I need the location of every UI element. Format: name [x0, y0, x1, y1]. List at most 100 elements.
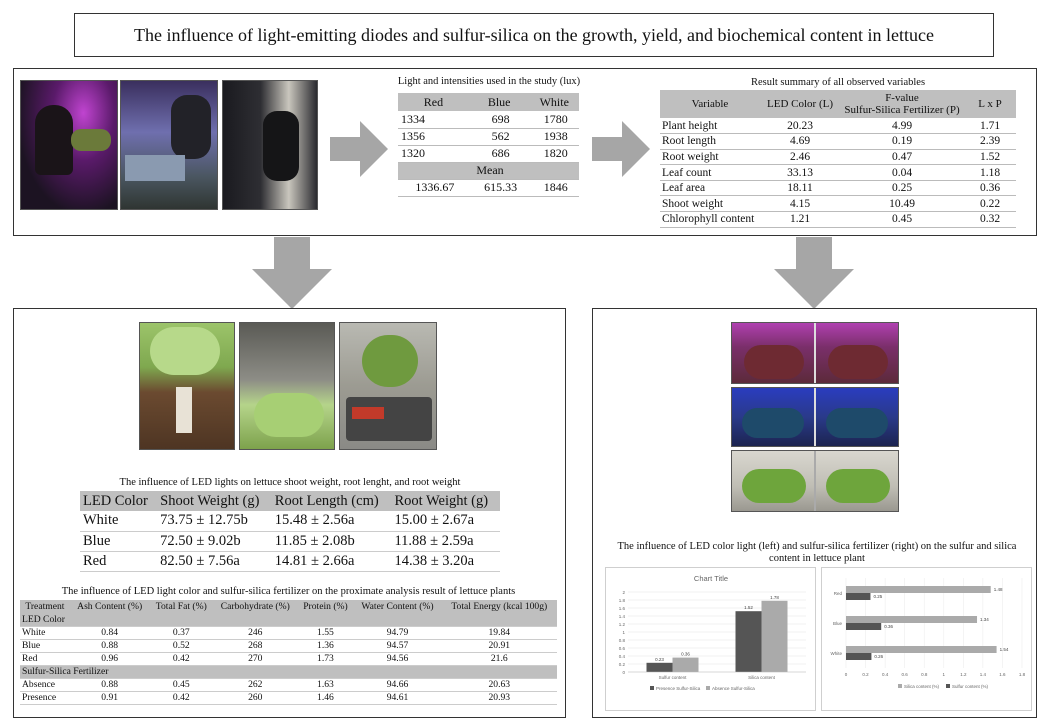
photo-lettuce-growth — [239, 322, 335, 450]
table-header: Total Fat (%) — [149, 600, 214, 613]
bar-sulfur — [846, 623, 882, 630]
proximate-table: Treatment Ash Content (%) Total Fat (%) Car… — [20, 600, 557, 705]
table-cell: 15.00 ± 2.67a — [391, 511, 500, 532]
photo-lettuce-weighing — [339, 322, 437, 450]
x-tick-label: 0.8 — [921, 672, 928, 677]
table-cell: 2.39 — [964, 133, 1016, 150]
table-cell: 20.93 — [441, 691, 557, 705]
table-cell: 1334 — [398, 111, 469, 129]
table-header: LED Color — [80, 491, 158, 511]
data-label: 0.36 — [884, 624, 893, 629]
table-cell: Red — [20, 652, 70, 666]
table-cell: 686 — [468, 145, 530, 163]
table-cell: Leaf area — [660, 180, 760, 197]
arrow-down-icon — [252, 237, 332, 309]
table-cell: 94.66 — [353, 678, 442, 692]
table-cell: Blue — [80, 531, 158, 552]
table-header: LED Color (L) — [760, 90, 840, 118]
table-cell: 1.21 — [760, 211, 840, 228]
table-header: Water Content (%) — [353, 600, 442, 613]
data-label: 1.78 — [770, 595, 779, 600]
photo-white-led-lettuce — [731, 450, 899, 512]
data-label: 1.48 — [994, 587, 1003, 592]
table-cell: 1.46 — [297, 691, 354, 705]
table-cell: 20.23 — [760, 118, 840, 135]
table-cell: 1.52 — [964, 149, 1016, 166]
arrow-right-icon — [330, 121, 388, 177]
table-cell: 268 — [213, 639, 298, 653]
y-tick-label: 2 — [622, 590, 625, 595]
table-cell: 94.61 — [353, 691, 442, 705]
table-header: Total Energy (kcal 100g) — [441, 600, 557, 613]
photo-white-led-setup — [222, 80, 318, 210]
table-cell: 33.13 — [760, 164, 840, 181]
table-cell: 0.04 — [840, 164, 964, 181]
table-cell: 20.91 — [441, 639, 557, 653]
table-cell: 4.69 — [760, 133, 840, 150]
table-cell: 0.45 — [840, 211, 964, 228]
table-cell: 0.42 — [149, 691, 214, 705]
table-cell: Shoot weight — [660, 195, 760, 213]
summary-table: Variable LED Color (L) F-value Sulfur-Si… — [660, 90, 1016, 228]
table-row: Plant height 20.23 4.99 1.71 — [660, 118, 1016, 135]
mean-label: Mean — [398, 162, 579, 180]
table-cell: 0.52 — [149, 639, 214, 653]
page-title: The influence of light-emitting diodes a… — [134, 24, 934, 45]
bar-sulfur — [846, 653, 872, 660]
table-header: Treatment — [20, 600, 70, 613]
legend-swatch — [946, 684, 950, 688]
x-tick-label: Sulfur content — [659, 675, 688, 680]
arrow-right-icon — [592, 121, 650, 177]
y-tick-label: 0.4 — [619, 654, 626, 659]
table-row: 1336.67 615.33 1846 — [398, 179, 579, 197]
x-tick-label: 0.2 — [862, 672, 869, 677]
group-label-led: LED Color — [20, 613, 557, 627]
table-cell: 0.42 — [149, 652, 214, 666]
table-cell: 260 — [213, 691, 298, 705]
table-header: Carbohydrate (%) — [213, 600, 298, 613]
proximate-table-caption: The influence of LED light color and sul… — [61, 586, 516, 597]
table-cell: 1.63 — [297, 678, 354, 692]
table-row: 1356 562 1938 — [398, 128, 579, 146]
x-tick-label: 0.4 — [882, 672, 889, 677]
data-label: 0.26 — [874, 654, 883, 659]
data-label: 0.23 — [655, 657, 664, 662]
x-tick-label: 0 — [845, 672, 848, 677]
table-cell: Red — [80, 551, 158, 572]
bar-absence — [761, 600, 788, 672]
photo-red-led-setup — [20, 80, 118, 210]
table-cell: 0.84 — [69, 626, 150, 640]
y-tick-label: 1.6 — [619, 606, 626, 611]
legend-label: Silica content (%) — [904, 684, 940, 689]
chart-title: Chart Title — [694, 574, 728, 583]
table-cell: 1.36 — [297, 639, 354, 653]
table-cell: 0.22 — [964, 195, 1016, 213]
table-row: Root weight 2.46 0.47 1.52 — [660, 149, 1016, 166]
table-cell: 21.6 — [441, 652, 557, 666]
legend-swatch — [650, 686, 654, 690]
table-row: Leaf area 18.11 0.25 0.36 — [660, 180, 1016, 197]
table-cell: 18.11 — [760, 180, 840, 197]
table-header: Blue — [468, 93, 530, 111]
title-box: The influence of light-emitting diodes a… — [74, 13, 994, 57]
legend-swatch — [706, 686, 710, 690]
table-cell: 1336.67 — [398, 179, 469, 197]
table-row: Chlorophyll content 1.21 0.45 0.32 — [660, 211, 1016, 228]
shoot-weight-table: LED Color Shoot Weight (g) Root Length (… — [80, 491, 500, 572]
table-row: Presence 0.91 0.42 260 1.46 94.61 20.93 — [20, 691, 557, 705]
fert-label: Sulfur-Silica Fertilizer (P) — [844, 104, 960, 116]
arrow-down-icon — [774, 237, 854, 309]
legend-swatch — [898, 684, 902, 688]
x-tick-label: 0.6 — [902, 672, 909, 677]
y-tick-label: Red — [834, 591, 843, 596]
table-cell: 1.73 — [297, 652, 354, 666]
bar-sulfur — [846, 593, 871, 600]
table-header: Root Length (cm) — [271, 491, 392, 511]
table-row: Red 0.96 0.42 270 1.73 94.56 21.6 — [20, 652, 557, 666]
y-tick-label: 0.2 — [619, 662, 626, 667]
table-cell: 14.38 ± 3.20a — [391, 551, 500, 572]
table-cell: 0.88 — [69, 678, 150, 692]
table-header: L x P — [964, 90, 1016, 118]
x-tick-label: 1.4 — [980, 672, 987, 677]
light-intensity-table: Red Blue White 1334 698 1780 1356 562 19… — [398, 93, 579, 197]
